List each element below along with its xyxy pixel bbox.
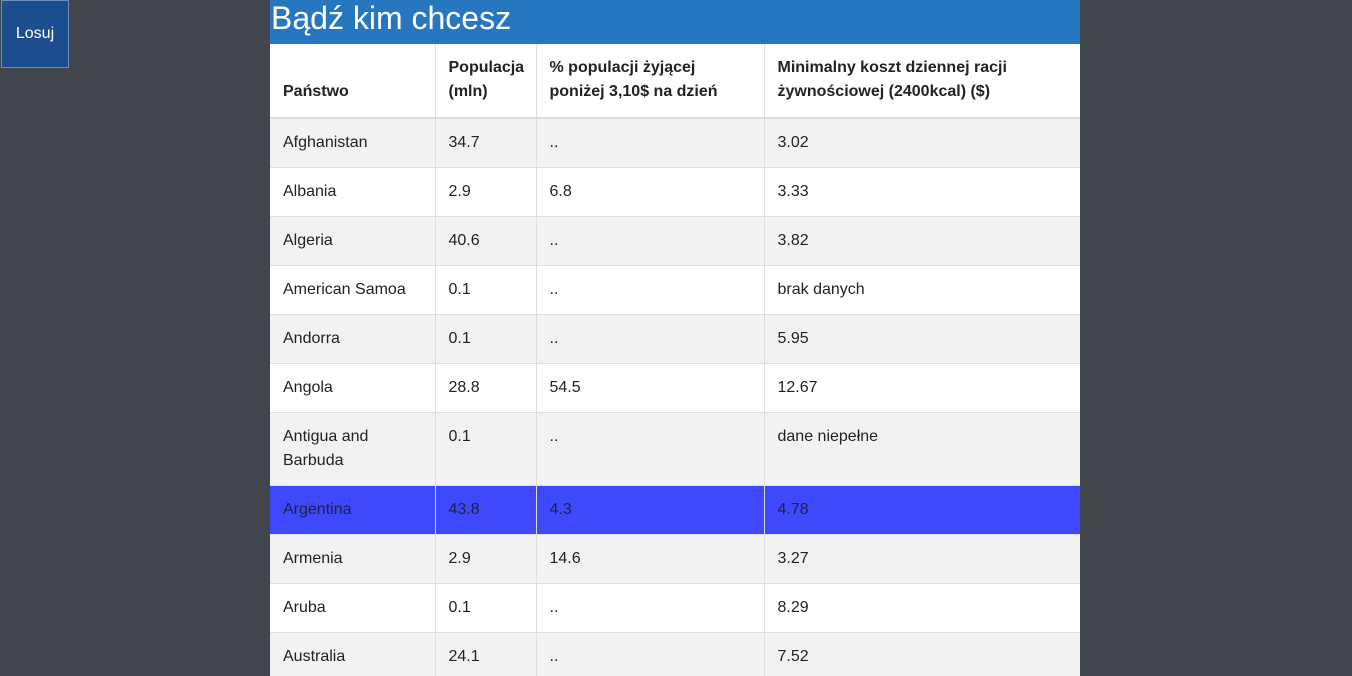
cell-country: Aruba — [270, 583, 435, 633]
page-title: Bądź kim chcesz — [270, 0, 1080, 44]
column-header-poverty-percent: % populacji żyjącej poniżej 3,10$ na dzi… — [535, 44, 764, 119]
cell-poverty-percent: .. — [535, 632, 764, 676]
cell-poverty-percent: .. — [535, 265, 764, 315]
table-row[interactable]: Algeria 40.6.. 3.82 — [270, 216, 1080, 266]
cell-country: Angola — [270, 363, 435, 413]
cell-country: Australia — [270, 632, 435, 676]
table-row[interactable]: Antigua and Barbuda 0.1.. dane niepełne — [270, 412, 1080, 486]
table-row[interactable]: Albania 2.9 6.8 3.33 — [270, 167, 1080, 217]
cell-population: 28.8 — [434, 363, 536, 413]
cell-min-food-cost: 3.82 — [763, 216, 1080, 266]
cell-min-food-cost: dane niepełne — [763, 412, 1080, 486]
cell-country: Antigua and Barbuda — [270, 412, 435, 486]
cell-country: Albania — [270, 167, 435, 217]
cell-min-food-cost: 8.29 — [763, 583, 1080, 633]
cell-min-food-cost: 3.27 — [763, 534, 1080, 584]
cell-population: 0.1 — [434, 314, 536, 364]
table-row[interactable]: Australia 24.1.. 7.52 — [270, 632, 1080, 676]
table-row[interactable]: Andorra 0.1.. 5.95 — [270, 314, 1080, 364]
table-header-row: Państwo Populacja (mln) % populacji żyją… — [270, 44, 1080, 119]
cell-population: 0.1 — [434, 583, 536, 633]
cell-population: 2.9 — [434, 167, 536, 217]
cell-poverty-percent: .. — [535, 412, 764, 486]
cell-poverty-percent: .. — [535, 314, 764, 364]
column-header-country: Państwo — [270, 44, 435, 119]
table-row[interactable]: Afghanistan 34.7.. 3.02 — [270, 117, 1080, 168]
cell-population: 43.8 — [434, 485, 536, 535]
cell-min-food-cost: 4.78 — [763, 485, 1080, 535]
cell-country: Andorra — [270, 314, 435, 364]
table-row[interactable]: American Samoa 0.1.. brak danych — [270, 265, 1080, 315]
cell-min-food-cost: 5.95 — [763, 314, 1080, 364]
table-body: Afghanistan 34.7.. 3.02 Albania 2.9 6.8 3.33 Al… — [270, 117, 1080, 676]
main-panel: Bądź kim chcesz Państwo Populacja (mln) … — [270, 0, 1080, 676]
cell-poverty-percent: .. — [535, 117, 764, 168]
column-header-population: Populacja (mln) — [434, 44, 536, 119]
cell-poverty-percent: .. — [535, 583, 764, 633]
cell-country: American Samoa — [270, 265, 435, 315]
table-row[interactable]: Argentina 43.8 4.3 4.78 — [270, 485, 1080, 535]
losuj-button[interactable]: Losuj — [1, 0, 69, 68]
cell-min-food-cost: brak danych — [763, 265, 1080, 315]
cell-min-food-cost: 7.52 — [763, 632, 1080, 676]
cell-population: 0.1 — [434, 265, 536, 315]
cell-population: 34.7 — [434, 117, 536, 168]
cell-min-food-cost: 3.02 — [763, 117, 1080, 168]
cell-country: Armenia — [270, 534, 435, 584]
cell-population: 24.1 — [434, 632, 536, 676]
cell-country: Afghanistan — [270, 117, 435, 168]
cell-poverty-percent: 4.3 — [535, 485, 764, 535]
cell-poverty-percent: 54.5 — [535, 363, 764, 413]
cell-poverty-percent: .. — [535, 216, 764, 266]
table-row[interactable]: Aruba 0.1.. 8.29 — [270, 583, 1080, 633]
cell-min-food-cost: 12.67 — [763, 363, 1080, 413]
countries-table: Państwo Populacja (mln) % populacji żyją… — [270, 44, 1080, 676]
cell-population: 2.9 — [434, 534, 536, 584]
cell-country: Argentina — [270, 485, 435, 535]
cell-population: 0.1 — [434, 412, 536, 486]
column-header-min-food-cost: Minimalny koszt dziennej racji żywnościo… — [763, 44, 1080, 119]
cell-poverty-percent: 6.8 — [535, 167, 764, 217]
cell-population: 40.6 — [434, 216, 536, 266]
table-row[interactable]: Angola 28.8 54.5 12.67 — [270, 363, 1080, 413]
table-row[interactable]: Armenia 2.9 14.6 3.27 — [270, 534, 1080, 584]
cell-min-food-cost: 3.33 — [763, 167, 1080, 217]
cell-country: Algeria — [270, 216, 435, 266]
cell-poverty-percent: 14.6 — [535, 534, 764, 584]
